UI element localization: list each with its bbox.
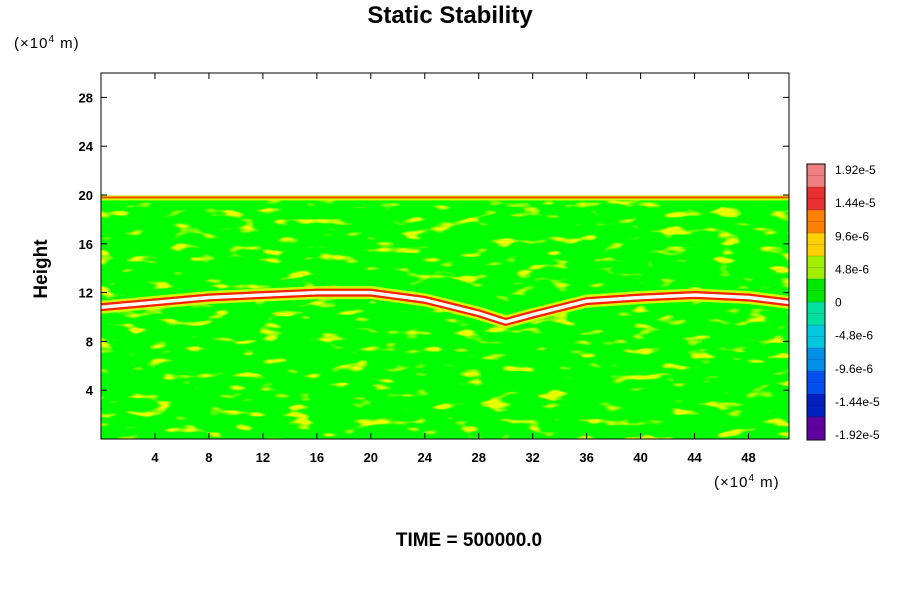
x-tick-label: 40 (633, 450, 647, 465)
colorbar-swatch (807, 279, 825, 303)
y-unit-prefix: (×10 (14, 35, 49, 52)
y-tick-label: 8 (86, 334, 93, 349)
x-tick-label: 24 (418, 450, 433, 465)
plot-area (100, 72, 790, 440)
colorbar-label: -1.44e-5 (835, 395, 880, 409)
x-tick-label: 8 (205, 450, 212, 465)
x-unit-exponent: 4 (748, 473, 756, 484)
y-tick-label: 24 (79, 139, 94, 154)
colorbar-swatch (807, 348, 825, 372)
colorbar-swatch (807, 233, 825, 257)
y-tick-label: 12 (79, 286, 93, 301)
x-tick-label: 44 (687, 450, 702, 465)
colorbar-label: -9.6e-6 (835, 362, 873, 376)
y-tick-label: 28 (79, 90, 93, 105)
colorbar-swatch (807, 210, 825, 234)
y-tick-label: 16 (79, 237, 93, 252)
x-tick-label: 12 (256, 450, 270, 465)
colorbar-swatch (807, 164, 825, 188)
x-axis-ticks: 4 8 12 16 20 24 28 32 36 40 44 48 (151, 73, 756, 465)
plot-frame (100, 72, 790, 440)
colorbar-label: -1.92e-5 (835, 428, 880, 442)
colorbar: 1.92e-5 1.44e-5 9.6e-6 4.8e-6 0 -4.8e-6 -9.6e-… (806, 163, 880, 442)
x-unit-prefix: (×10 (714, 474, 749, 491)
y-unit-exponent: 4 (48, 34, 56, 45)
y-axis-ticks: 4 8 12 16 20 24 28 (79, 90, 789, 398)
colorbar-swatch (807, 325, 825, 349)
x-tick-label: 20 (364, 450, 378, 465)
time-label: TIME = 500000.0 (395, 530, 543, 551)
colorbar-label: 4.8e-6 (835, 262, 869, 276)
colorbar-label: 1.92e-5 (835, 163, 876, 177)
x-tick-label: 48 (741, 450, 755, 465)
x-tick-label: 36 (579, 450, 593, 465)
colorbar-label: 1.44e-5 (835, 196, 876, 210)
colorbar-swatch (807, 187, 825, 211)
x-tick-label: 28 (471, 450, 485, 465)
colorbar-label: 0 (835, 296, 842, 310)
field-ripples (101, 197, 789, 439)
colorbar-label: 9.6e-6 (835, 229, 869, 243)
colorbar-swatch (807, 371, 825, 395)
colorbar-swatch (807, 394, 825, 418)
x-tick-label: 16 (310, 450, 324, 465)
x-axis-unit: (×104 m) (714, 473, 780, 491)
y-tick-label: 4 (86, 383, 94, 398)
field-layer (101, 195, 789, 439)
colorbar-swatch (807, 302, 825, 326)
tropopause-band-inner (101, 196, 789, 199)
stable-layer-peak (101, 290, 789, 324)
x-tick-label: 32 (525, 450, 539, 465)
colorbar-swatch (807, 417, 825, 441)
y-tick-label: 20 (79, 188, 93, 203)
colorbar-swatch (807, 256, 825, 280)
x-tick-label: 4 (151, 450, 159, 465)
colorbar-frame (806, 163, 826, 441)
chart-title: Static Stability (367, 2, 533, 29)
y-axis-unit: (×104 m) (14, 34, 80, 52)
colorbar-label: -4.8e-6 (835, 329, 873, 343)
x-unit-suffix: m) (755, 474, 780, 491)
y-unit-suffix: m) (55, 35, 80, 52)
